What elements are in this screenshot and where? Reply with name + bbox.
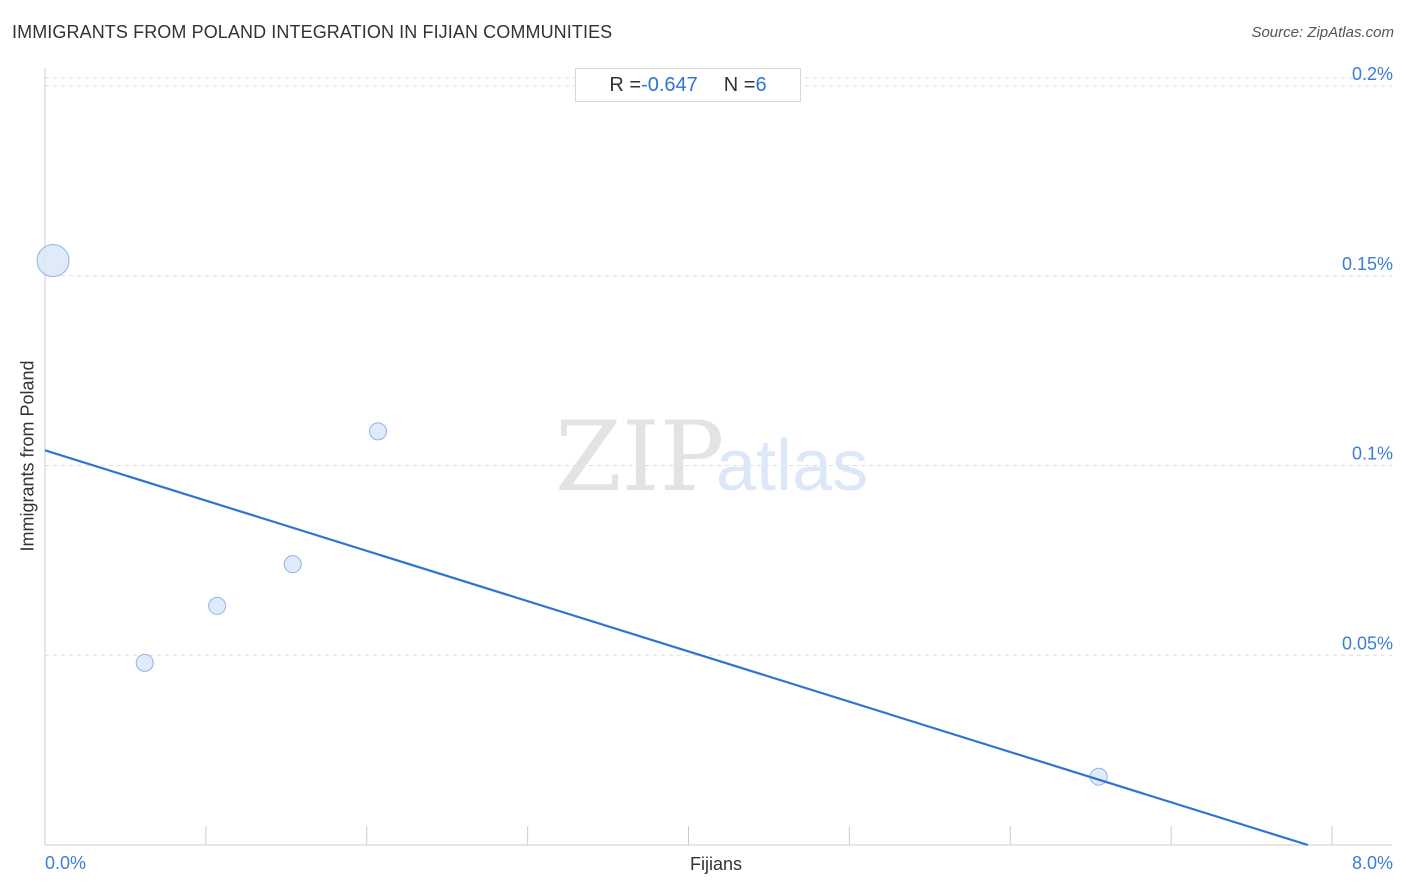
- data-point: [208, 596, 227, 615]
- r-value: -0.647: [641, 73, 698, 96]
- y-tick-label: 0.2%: [1352, 64, 1393, 84]
- x-tick-label: 8.0%: [1352, 853, 1393, 873]
- chart-title: IMMIGRANTS FROM POLAND INTEGRATION IN FI…: [12, 22, 613, 42]
- stats-box: R = -0.647 N = 6: [575, 68, 801, 102]
- n-value: 6: [755, 73, 767, 96]
- x-axis-label: Fijians: [689, 854, 743, 874]
- r-label: R =: [609, 73, 642, 96]
- n-label: N =: [723, 73, 756, 96]
- data-points: [36, 244, 1108, 786]
- data-point: [135, 653, 154, 672]
- y-tick-label: 0.15%: [1342, 254, 1393, 274]
- watermark-atlas: atlas: [716, 426, 868, 506]
- tick-labels: 0.2% 0.15% 0.1% 0.05% 0.0% 8.0%: [45, 64, 1393, 873]
- axes: [44, 68, 1392, 846]
- x-tick-label: 0.0%: [45, 853, 86, 873]
- data-point: [283, 555, 302, 574]
- trendline-group: [44, 449, 1309, 847]
- watermark: ZIP atlas: [555, 401, 868, 513]
- watermark-zip: ZIP: [555, 401, 724, 513]
- y-tick-label: 0.05%: [1342, 633, 1393, 653]
- grid-lines: [45, 77, 1392, 656]
- y-axis-label: Immigrants from Poland: [17, 360, 38, 552]
- source-label: Source: ZipAtlas.com: [1251, 24, 1394, 41]
- y-tick-label: 0.1%: [1352, 444, 1393, 464]
- data-point: [369, 422, 388, 441]
- data-point: [36, 244, 70, 278]
- trendline: [44, 449, 1309, 847]
